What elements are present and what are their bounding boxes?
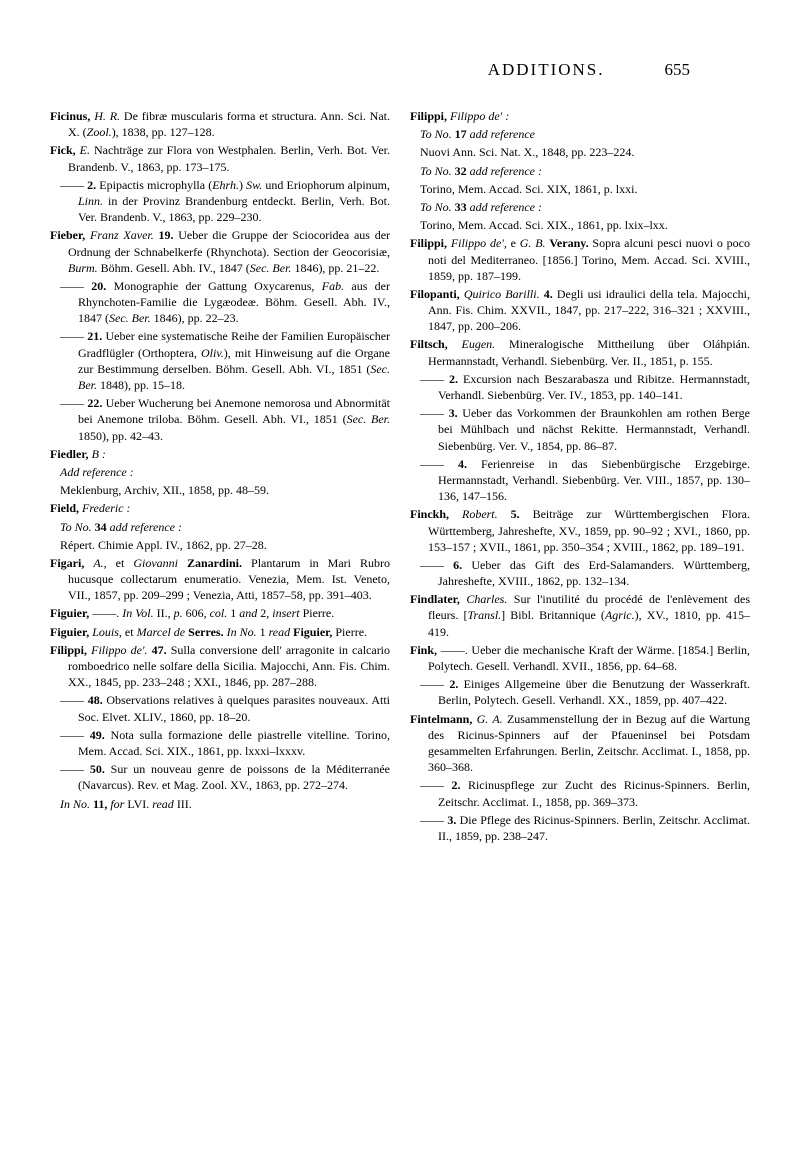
bibliography-entry: To No. 33 add reference : <box>410 199 750 215</box>
bibliography-entry: Figari, A., et Giovanni Zanardini. Plant… <box>50 555 390 604</box>
bibliography-entry: —— 3. Ueber das Vorkommen der Braunkohle… <box>410 405 750 454</box>
bibliography-entry: —— 4. Ferienreise in das Siebenbürgische… <box>410 456 750 505</box>
bibliography-entry: —— 6. Ueber das Gift des Erd-Salamanders… <box>410 557 750 589</box>
bibliography-entry: Fieber, Franz Xaver. 19. Ueber die Grupp… <box>50 227 390 276</box>
bibliography-entry: —— 50. Sur un nouveau genre de poissons … <box>50 761 390 793</box>
page-number: 655 <box>665 60 721 80</box>
bibliography-entry: Figuier, ——. In Vol. II., p. 606, col. 1… <box>50 605 390 621</box>
bibliography-entry: Fintelmann, G. A. Zusammenstellung der i… <box>410 711 750 776</box>
bibliography-entry: Filopanti, Quirico Barilli. 4. Degli usi… <box>410 286 750 335</box>
bibliography-entry: Finckh, Robert. 5. Beiträge zur Württemb… <box>410 506 750 555</box>
page-header: ADDITIONS. 655 <box>50 60 750 80</box>
bibliography-entry: In No. 11, for LVI. read III. <box>50 796 390 812</box>
bibliography-entry: Meklenburg, Archiv, XII., 1858, pp. 48–5… <box>50 482 390 498</box>
bibliography-entry: Field, Frederic : <box>50 500 390 516</box>
bibliography-entry: —— 21. Ueber eine systematische Reihe de… <box>50 328 390 393</box>
bibliography-entry: —— 48. Observations relatives à quelques… <box>50 692 390 724</box>
bibliography-entry: Fick, E. Nachträge zur Flora von Westpha… <box>50 142 390 174</box>
bibliography-entry: Torino, Mem. Accad. Sci. XIX., 1861, pp.… <box>410 217 750 233</box>
bibliography-entry: Filtsch, Eugen. Mineralogische Mittheilu… <box>410 336 750 368</box>
bibliography-entry: Add reference : <box>50 464 390 480</box>
bibliography-entry: To No. 32 add reference : <box>410 163 750 179</box>
bibliography-entry: —— 49. Nota sulla formazione delle piast… <box>50 727 390 759</box>
right-column: Filippi, Filippo de' : To No. 17 add refe… <box>410 108 750 846</box>
bibliography-entry: Filippi, Filippo de', e G. B. Verany. So… <box>410 235 750 284</box>
bibliography-entry: —— 3. Die Pflege des Ricinus-Spinners. B… <box>410 812 750 844</box>
bibliography-entry: —— 2. Epipactis microphylla (Ehrh.) Sw. … <box>50 177 390 226</box>
bibliography-entry: Nuovi Ann. Sci. Nat. X., 1848, pp. 223–2… <box>410 144 750 160</box>
bibliography-entry: —— 22. Ueber Wucherung bei Anemone nemor… <box>50 395 390 444</box>
left-column: Ficinus, H. R. De fibræ muscularis forma… <box>50 108 390 846</box>
bibliography-entry: Fiedler, B : <box>50 446 390 462</box>
bibliography-entry: —— 20. Monographie der Gattung Oxycarenu… <box>50 278 390 327</box>
bibliography-entry: Filippi, Filippo de' : <box>410 108 750 124</box>
bibliography-entry: To No. 17 add reference <box>410 126 750 142</box>
content-columns: Ficinus, H. R. De fibræ muscularis forma… <box>50 108 750 846</box>
bibliography-entry: Torino, Mem. Accad. Sci. XIX, 1861, p. l… <box>410 181 750 197</box>
bibliography-entry: —— 2. Excursion nach Beszarabasza und Ri… <box>410 371 750 403</box>
bibliography-entry: —— 2. Ricinuspflege zur Zucht des Ricinu… <box>410 777 750 809</box>
bibliography-entry: Findlater, Charles. Sur l'inutilité du p… <box>410 591 750 640</box>
header-title: ADDITIONS. <box>80 60 665 80</box>
bibliography-entry: Ficinus, H. R. De fibræ muscularis forma… <box>50 108 390 140</box>
bibliography-entry: Figuier, Louis, et Marcel de Serres. In … <box>50 624 390 640</box>
bibliography-entry: Filippi, Filippo de'. 47. Sulla conversi… <box>50 642 390 691</box>
bibliography-entry: —— 2. Einiges Allgemeine über die Benutz… <box>410 676 750 708</box>
bibliography-entry: Fink, ——. Ueber die mechanische Kraft de… <box>410 642 750 674</box>
bibliography-entry: Répert. Chimie Appl. IV., 1862, pp. 27–2… <box>50 537 390 553</box>
bibliography-entry: To No. 34 add reference : <box>50 519 390 535</box>
